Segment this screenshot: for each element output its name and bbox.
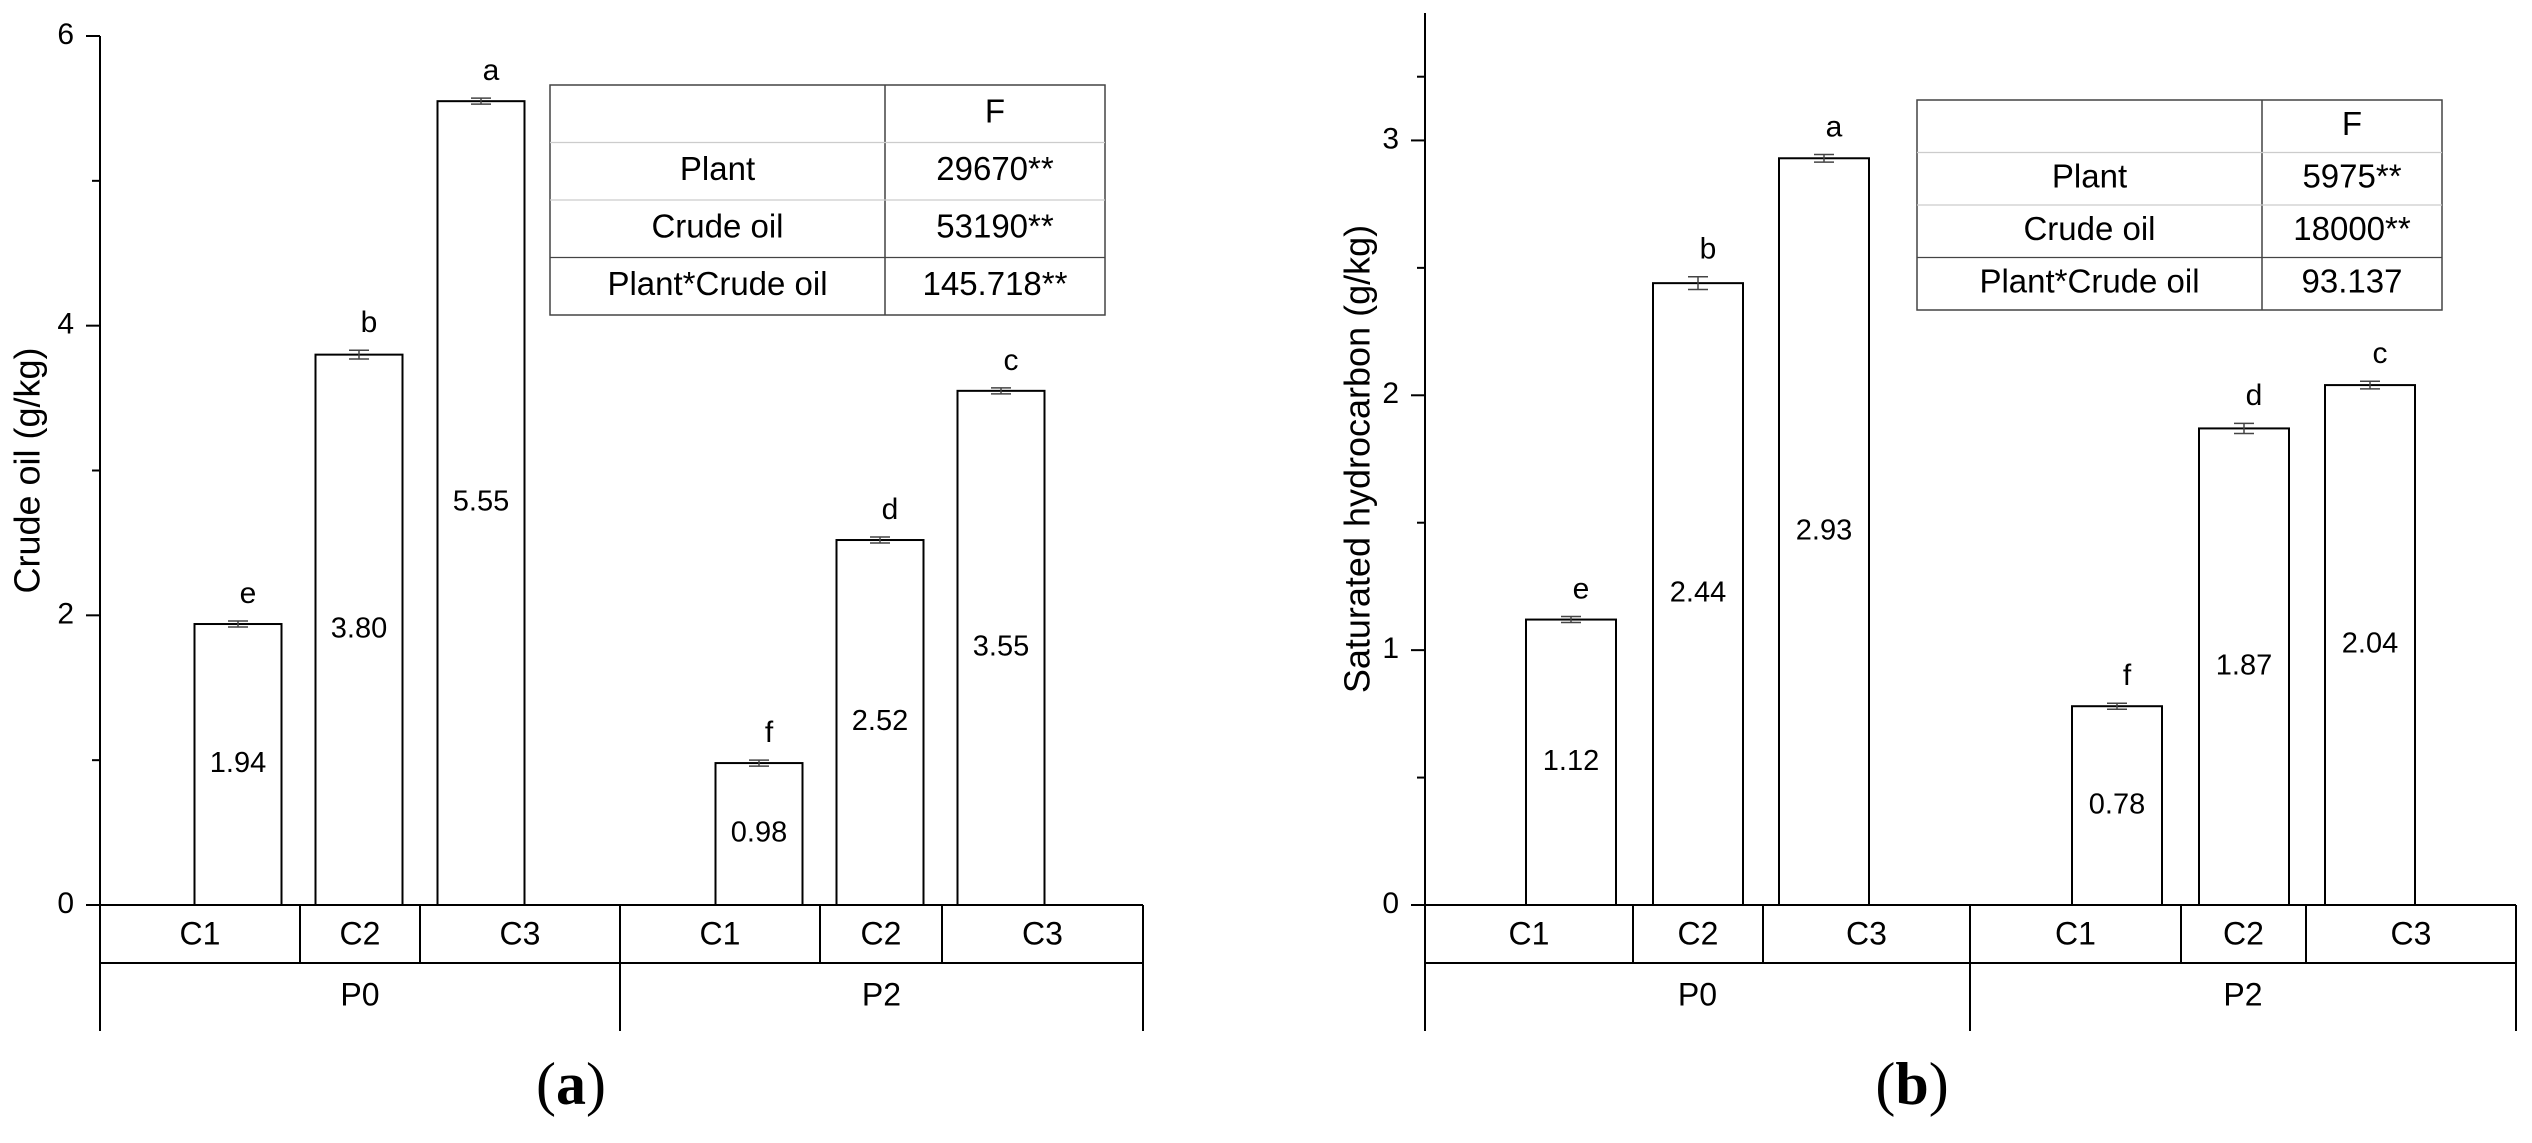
x-category-label: C3 [2391, 915, 2432, 951]
panel-caption-part: ( [1875, 1051, 1895, 1117]
bar [436, 100, 526, 907]
bar-value-label: 2.44 [1670, 577, 1726, 609]
significance-letter: f [765, 716, 774, 749]
y-tick-label: 3 [1382, 122, 1399, 155]
bar-value-label: 1.12 [1543, 745, 1599, 777]
y-axis-label: Crude oil (g/kg) [7, 347, 48, 593]
bar-value-label: 1.87 [2216, 649, 2272, 681]
anova-table-f-value: 93.137 [2302, 262, 2403, 299]
x-category-label: C2 [861, 915, 902, 951]
x-category-label: C2 [2223, 915, 2264, 951]
x-category-label: C3 [1022, 915, 1063, 951]
bar [193, 623, 283, 906]
x-category-label: C2 [340, 915, 381, 951]
anova-table-factor: Plant*Crude oil [607, 265, 827, 302]
anova-table-factor: Plant*Crude oil [1979, 262, 2199, 299]
y-tick-label: 2 [57, 597, 74, 630]
panel-caption: (a) [536, 1051, 606, 1117]
anova-table-f-value: 145.718** [923, 265, 1068, 302]
significance-letter: c [2373, 337, 2388, 370]
anova-table: F Plant 5975** Crude oil 18000** Plant*Crude … [1916, 99, 2443, 311]
bar [2071, 705, 2163, 906]
bar-value-label: 3.80 [331, 612, 387, 644]
significance-letter: b [1700, 233, 1717, 266]
panel-caption-part: b [1895, 1051, 1928, 1117]
panel-caption-part: ) [586, 1051, 606, 1117]
x-group-label: P0 [1678, 976, 1717, 1012]
anova-table-f-value: 29670** [936, 150, 1054, 187]
y-tick-label: 1 [1382, 632, 1399, 665]
chart-panel-b: 0 1 2 3 Saturated hydrocarbon (g/kg) 1.12 e 2.4… [1337, 13, 2517, 1117]
panel-caption: (b) [1875, 1051, 1948, 1117]
y-tick-label: 2 [1382, 377, 1399, 410]
y-axis-label: Saturated hydrocarbon (g/kg) [1337, 225, 1378, 693]
anova-table-f-value: 53190** [936, 207, 1054, 244]
y-tick-label: 6 [57, 18, 74, 51]
panel-caption-part: ) [1929, 1051, 1949, 1117]
y-tick-label: 4 [57, 308, 74, 341]
x-category-label: C1 [2055, 915, 2096, 951]
significance-letter: a [1826, 110, 1843, 143]
bar [1652, 282, 1744, 906]
anova-table-factor: Crude oil [2023, 210, 2155, 247]
significance-letter: f [2123, 659, 2132, 692]
bar-value-label: 1.94 [210, 747, 266, 779]
bar-value-label: 0.78 [2089, 788, 2145, 820]
panel-caption-part: a [556, 1051, 586, 1117]
significance-letter: c [1004, 344, 1019, 377]
bar [314, 353, 404, 906]
bar [956, 389, 1046, 906]
bar-value-label: 3.55 [973, 631, 1029, 663]
x-group-label: P0 [340, 976, 379, 1012]
bar-value-label: 0.98 [731, 817, 787, 849]
bar [1525, 618, 1617, 906]
x-category-label: C3 [500, 915, 541, 951]
bar-value-label: 2.93 [1796, 514, 1852, 546]
y-tick-label: 0 [57, 887, 74, 920]
significance-letter: d [2246, 379, 2263, 412]
significance-letter: e [1573, 572, 1590, 605]
y-tick-label: 0 [1382, 887, 1399, 920]
anova-table: F Plant 29670** Crude oil 53190** Plant*Crude… [549, 84, 1106, 316]
bar-value-label: 5.55 [453, 486, 509, 518]
bar-value-label: 2.04 [2342, 628, 2398, 660]
x-category-label: C1 [180, 915, 221, 951]
x-category-label: C2 [1678, 915, 1719, 951]
x-category-label: C1 [700, 915, 741, 951]
anova-table-header: F [2342, 105, 2362, 142]
bar [835, 539, 925, 907]
x-category-label: C1 [1509, 915, 1550, 951]
chart-panel-a: 0 2 4 6 Crude oil (g/kg) 1.94 e 3.80 b 5.55 a 0.98 f… [7, 18, 1144, 1117]
bar [714, 762, 804, 907]
significance-letter: e [240, 577, 257, 610]
bar [2198, 427, 2290, 906]
anova-table-header: F [985, 92, 1005, 129]
anova-table-factor: Plant [680, 150, 755, 187]
x-group-label: P2 [2223, 976, 2262, 1012]
anova-table-factor: Plant [2052, 157, 2127, 194]
bar [1778, 157, 1870, 907]
x-group-label: P2 [862, 976, 901, 1012]
anova-table-f-value: 18000** [2293, 210, 2411, 247]
anova-table-factor: Crude oil [651, 207, 783, 244]
significance-letter: a [483, 54, 500, 87]
significance-letter: d [882, 493, 899, 526]
panel-caption-part: ( [536, 1051, 556, 1117]
anova-table-f-value: 5975** [2302, 157, 2401, 194]
bar [2324, 384, 2416, 906]
bar-value-label: 2.52 [852, 705, 908, 737]
x-category-label: C3 [1846, 915, 1887, 951]
significance-letter: b [361, 306, 378, 339]
